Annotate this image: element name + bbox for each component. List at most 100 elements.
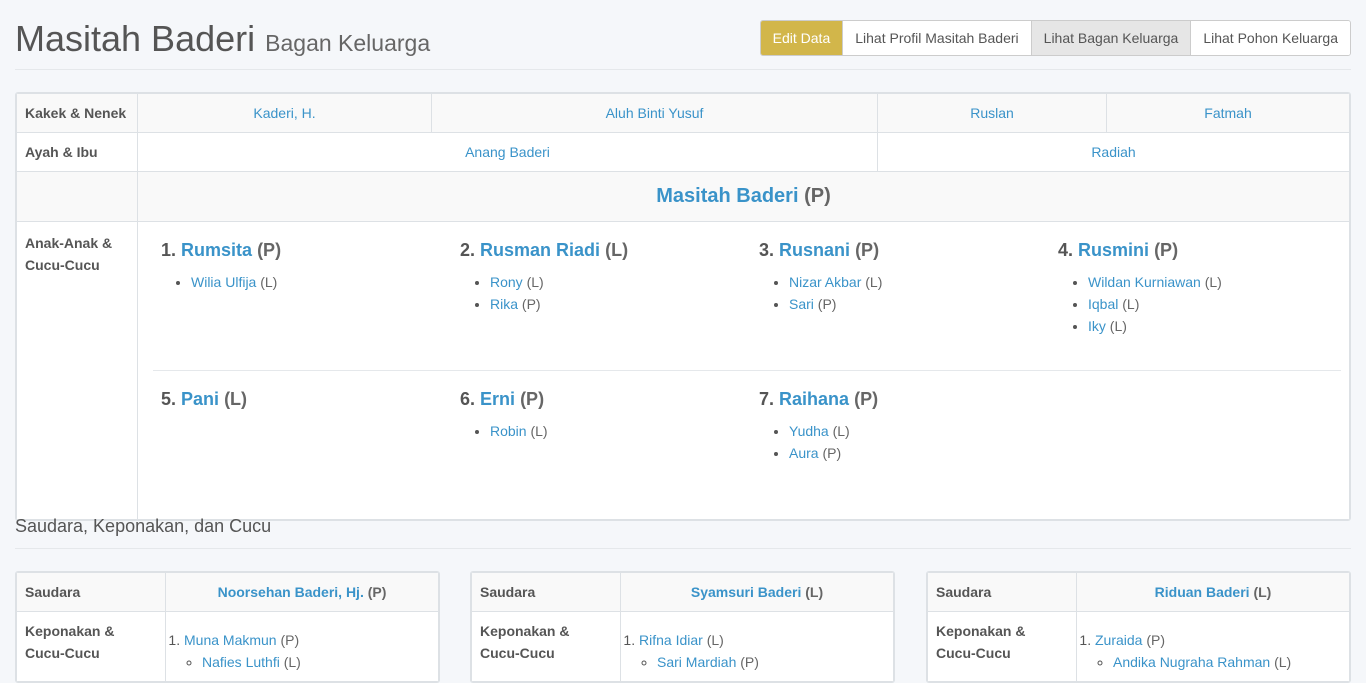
- child-link[interactable]: Rumsita: [181, 240, 253, 260]
- page-title: Masitah Baderi Bagan Keluarga: [15, 18, 431, 59]
- grandchild-item: Wilia Ulfija (L): [191, 271, 444, 293]
- grandchild-link[interactable]: Wildan Kurniawan: [1088, 274, 1201, 290]
- sibling-link[interactable]: Syamsuri Baderi: [690, 584, 802, 600]
- grandchild-item: Robin (L): [490, 420, 743, 442]
- child-link[interactable]: Rusnani: [779, 240, 851, 260]
- grandchild-link[interactable]: Iky: [1088, 318, 1106, 334]
- children-label: Anak-Anak & Cucu-Cucu: [16, 221, 138, 520]
- view-family-tree-button[interactable]: Lihat Pohon Keluarga: [1190, 21, 1350, 55]
- child-link[interactable]: Raihana: [779, 389, 850, 409]
- edit-data-button[interactable]: Edit Data: [760, 21, 843, 55]
- grandparent-link[interactable]: Kaderi, H.: [253, 105, 316, 121]
- child-number: 3.: [759, 240, 775, 260]
- grandchild-gender: (P): [817, 296, 837, 312]
- family-chart-table: Kakek & Nenek Kaderi, H. Aluh Binti Yusu…: [15, 92, 1351, 521]
- nephew-item: Zuraida (P) Andika Nugraha Rahman (L): [1095, 629, 1341, 673]
- sibling-card: Saudara Riduan Baderi (L) Keponakan & Cucu…: [926, 571, 1351, 683]
- child-entry: 5. Pani (L): [153, 371, 452, 519]
- child-entry: 6. Erni (P) Robin (L): [452, 371, 751, 519]
- grandnephew-gender: (L): [283, 654, 301, 670]
- grandchild-item: Aura (P): [789, 442, 1042, 464]
- page-header: Masitah Baderi Bagan Keluarga Edit Data …: [15, 0, 1351, 70]
- grandnephew-item: Sari Mardiah (P): [657, 651, 885, 673]
- grandnephew-list: Andika Nugraha Rahman (L): [1095, 651, 1341, 673]
- grandchild-link[interactable]: Sari: [789, 296, 814, 312]
- child-gender: (L): [605, 240, 629, 260]
- grandparents-label: Kakek & Nenek: [16, 93, 138, 133]
- child-number: 4.: [1058, 240, 1074, 260]
- nephew-list: Rifna Idiar (L) Sari Mardiah (P): [629, 629, 885, 673]
- grandchildren-list: Yudha (L)Aura (P): [759, 420, 1042, 464]
- sibling-link[interactable]: Noorsehan Baderi, Hj.: [217, 584, 364, 600]
- grandchild-gender: (L): [530, 423, 548, 439]
- sibling-gender: (L): [805, 584, 824, 600]
- grandchild-link[interactable]: Iqbal: [1088, 296, 1119, 312]
- grandchild-item: Nizar Akbar (L): [789, 271, 1042, 293]
- sibling-gender: (P): [367, 584, 387, 600]
- grandchild-link[interactable]: Aura: [789, 445, 819, 461]
- mother-link[interactable]: Radiah: [1091, 144, 1136, 160]
- child-heading: 5. Pani (L): [161, 389, 444, 410]
- nephew-label: Keponakan & Cucu-Cucu: [927, 611, 1077, 682]
- grandchild-link[interactable]: Nizar Akbar: [789, 274, 862, 290]
- grandchild-item: Yudha (L): [789, 420, 1042, 442]
- child-heading: 3. Rusnani (P): [759, 240, 1042, 261]
- nephew-link[interactable]: Rifna Idiar: [639, 632, 703, 648]
- nephew-list: Zuraida (P) Andika Nugraha Rahman (L): [1085, 629, 1341, 673]
- child-gender: (P): [855, 240, 880, 260]
- grandchild-link[interactable]: Rika: [490, 296, 519, 312]
- child-number: 1.: [161, 240, 177, 260]
- grandparent-link[interactable]: Ruslan: [970, 105, 1014, 121]
- child-link[interactable]: Pani: [181, 389, 220, 409]
- sibling-card: Saudara Syamsuri Baderi (L) Keponakan & Cu…: [470, 571, 895, 683]
- grandnephew-item: Andika Nugraha Rahman (L): [1113, 651, 1341, 673]
- grandchild-link[interactable]: Yudha: [789, 423, 829, 439]
- child-heading: 6. Erni (P): [460, 389, 743, 410]
- nephew-link[interactable]: Muna Makmun: [184, 632, 277, 648]
- grandparent-link[interactable]: Fatmah: [1204, 105, 1252, 121]
- grandnephew-link[interactable]: Nafies Luthfi: [202, 654, 280, 670]
- grandchild-link[interactable]: Wilia Ulfija: [191, 274, 257, 290]
- sibling-card: Saudara Noorsehan Baderi, Hj. (P) Keponaka…: [15, 571, 440, 683]
- grandnephew-link[interactable]: Andika Nugraha Rahman: [1113, 654, 1271, 670]
- nephew-gender: (L): [706, 632, 724, 648]
- child-gender: (P): [854, 389, 879, 409]
- grandchild-gender: (L): [832, 423, 850, 439]
- child-number: 7.: [759, 389, 775, 409]
- person-gender: (P): [804, 185, 831, 207]
- grandnephew-link[interactable]: Sari Mardiah: [657, 654, 737, 670]
- grandchild-gender: (L): [865, 274, 883, 290]
- child-heading: 7. Raihana (P): [759, 389, 1042, 410]
- action-button-group: Edit Data Lihat Profil Masitah Baderi Li…: [759, 20, 1351, 56]
- nephew-item: Rifna Idiar (L) Sari Mardiah (P): [639, 629, 885, 673]
- grandchild-item: Iqbal (L): [1088, 293, 1341, 315]
- grandchild-link[interactable]: Robin: [490, 423, 527, 439]
- grandparent-link[interactable]: Aluh Binti Yusuf: [605, 105, 704, 121]
- child-number: 2.: [460, 240, 476, 260]
- grandchild-link[interactable]: Rony: [490, 274, 523, 290]
- father-link[interactable]: Anang Baderi: [465, 144, 550, 160]
- person-link[interactable]: Masitah Baderi: [656, 185, 799, 207]
- child-entry: 4. Rusmini (P) Wildan Kurniawan (L)Iqbal …: [1050, 222, 1349, 370]
- child-entry: 3. Rusnani (P) Nizar Akbar (L) Sari (P): [751, 222, 1050, 370]
- siblings-section-title: Saudara, Keponakan, dan Cucu: [15, 516, 1351, 549]
- grandchild-gender: (L): [1122, 296, 1140, 312]
- sibling-label: Saudara: [16, 572, 166, 612]
- child-link[interactable]: Rusmini: [1078, 240, 1150, 260]
- grandnephew-list: Nafies Luthfi (L): [184, 651, 430, 673]
- view-profile-button[interactable]: Lihat Profil Masitah Baderi: [842, 21, 1031, 55]
- sibling-label: Saudara: [471, 572, 621, 612]
- grandchildren-list: Wilia Ulfija (L): [161, 271, 444, 293]
- child-gender: (L): [224, 389, 248, 409]
- grandchild-gender: (L): [526, 274, 544, 290]
- child-link[interactable]: Rusman Riadi: [480, 240, 601, 260]
- sibling-link[interactable]: Riduan Baderi: [1154, 584, 1250, 600]
- grandchild-item: Rika (P): [490, 293, 743, 315]
- grandnephew-gender: (L): [1274, 654, 1292, 670]
- child-heading: 4. Rusmini (P): [1058, 240, 1341, 261]
- view-family-chart-button[interactable]: Lihat Bagan Keluarga: [1030, 21, 1191, 55]
- sibling-label: Saudara: [927, 572, 1077, 612]
- nephew-link[interactable]: Zuraida: [1095, 632, 1143, 648]
- children-grid: 1. Rumsita (P) Wilia Ulfija (L) 2. Rusman …: [138, 222, 1349, 519]
- child-link[interactable]: Erni: [480, 389, 516, 409]
